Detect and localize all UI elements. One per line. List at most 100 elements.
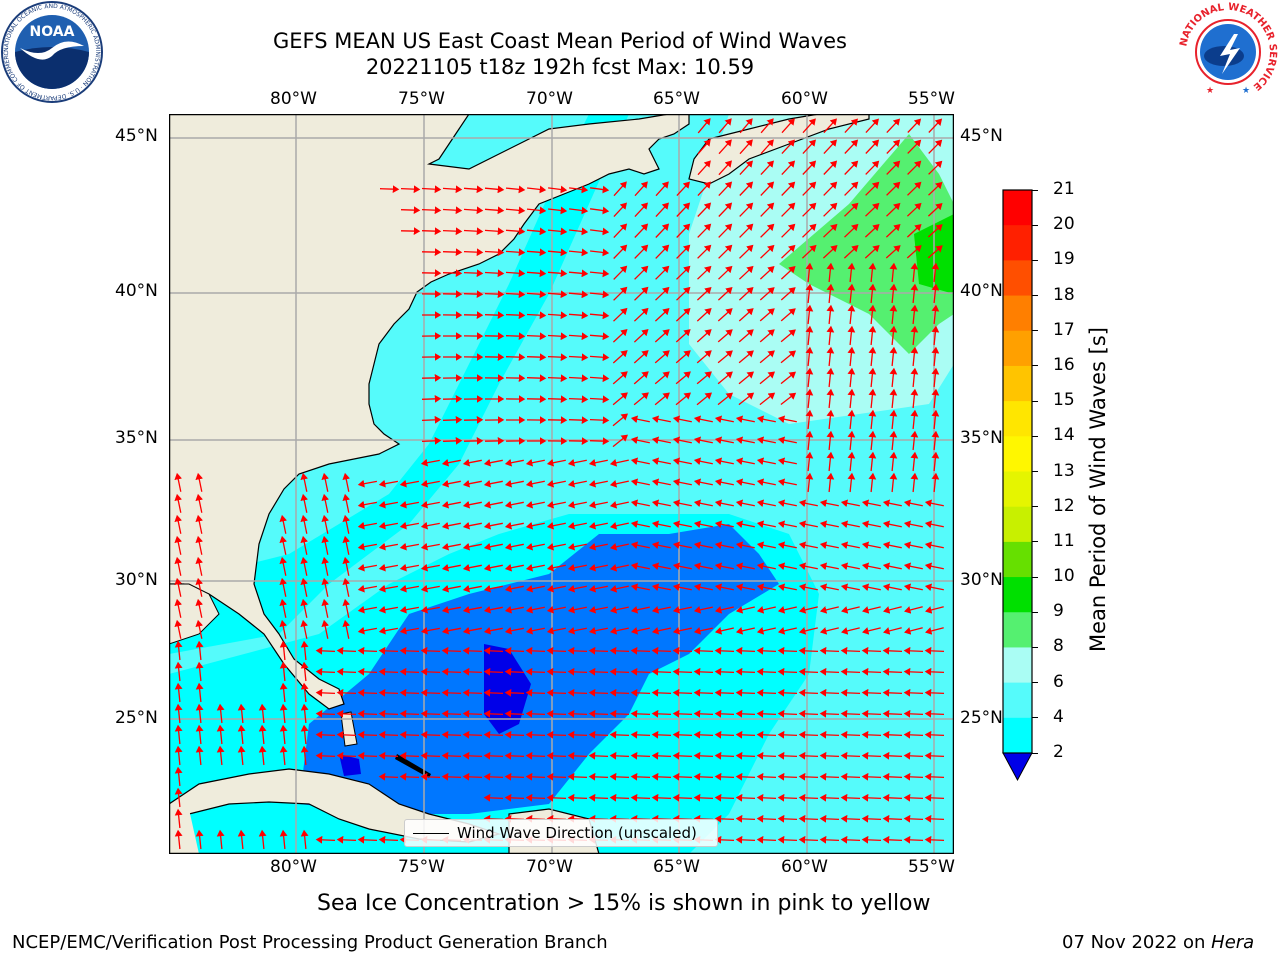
wave-direction-arrow (279, 724, 288, 745)
wave-direction-arrow (840, 730, 861, 739)
wave-direction-arrow (546, 626, 566, 635)
wave-direction-arrow (739, 223, 754, 238)
wave-direction-arrow (781, 139, 795, 155)
wave-direction-arrow (928, 181, 943, 196)
wave-direction-arrow (882, 562, 902, 571)
wave-direction-arrow (735, 415, 755, 424)
wave-direction-arrow (676, 223, 691, 238)
wave-direction-arrow (672, 605, 692, 614)
wave-direction-arrow (862, 627, 881, 635)
wave-direction-arrow (300, 493, 309, 513)
wave-direction-arrow (882, 751, 903, 760)
wave-direction-arrow (609, 709, 630, 718)
wave-direction-arrow (567, 646, 588, 655)
wave-direction-arrow (567, 584, 587, 593)
wave-direction-arrow (802, 160, 817, 175)
branch-credit: NCEP/EMC/Verification Post Processing Pr… (12, 932, 608, 953)
wave-direction-arrow (847, 430, 856, 451)
wave-direction-arrow (357, 730, 378, 739)
wave-direction-arrow (463, 227, 484, 236)
wave-direction-arrow (924, 772, 945, 781)
colorbar-tick-mark (1032, 365, 1038, 367)
wave-direction-arrow (882, 772, 903, 781)
wave-direction-arrow (819, 667, 840, 676)
wave-direction-arrow (547, 353, 568, 362)
wave-direction-arrow (756, 541, 776, 550)
wave-direction-arrow (714, 562, 734, 571)
wave-direction-arrow (630, 583, 650, 592)
wave-direction-arrow (547, 395, 568, 404)
wave-direction-arrow (841, 627, 860, 635)
wave-direction-arrow (861, 835, 882, 844)
wave-direction-arrow (864, 245, 880, 259)
colorbar-segment (1003, 260, 1032, 297)
wave-direction-arrow (672, 646, 693, 655)
wave-direction-arrow (826, 304, 835, 325)
wave-direction-arrow (697, 160, 711, 176)
wave-direction-arrow (696, 287, 712, 301)
wave-direction-arrow (840, 688, 861, 697)
colorbar-tick-label: 4 (1053, 706, 1064, 727)
wave-direction-arrow (612, 434, 629, 448)
wave-direction-arrow (840, 772, 861, 781)
wave-direction-arrow (634, 202, 648, 218)
colorbar-tick-label: 14 (1053, 425, 1075, 446)
wave-direction-arrow (174, 556, 183, 576)
wave-direction-arrow (910, 451, 919, 472)
wave-direction-arrow (195, 829, 204, 850)
wave-direction-arrow (865, 181, 880, 196)
wave-direction-arrow (889, 304, 898, 325)
wave-direction-arrow (777, 835, 798, 844)
wave-direction-arrow (672, 667, 693, 676)
wave-direction-arrow (588, 521, 608, 530)
wave-direction-arrow (676, 286, 691, 301)
wave-direction-arrow (802, 223, 817, 238)
wave-direction-arrow (589, 290, 610, 299)
wave-direction-arrow (588, 772, 609, 781)
wave-direction-arrow (483, 626, 503, 635)
wave-direction-arrow (697, 223, 712, 238)
wave-direction-arrow (609, 751, 630, 760)
wave-direction-arrow (847, 451, 856, 472)
wave-direction-arrow (868, 430, 877, 451)
wave-direction-arrow (805, 262, 814, 283)
wave-direction-arrow (693, 436, 713, 445)
wave-direction-arrow (630, 520, 650, 529)
wave-direction-arrow (907, 181, 922, 196)
wave-direction-arrow (735, 709, 756, 718)
wave-direction-arrow (798, 627, 818, 635)
wave-direction-arrow (819, 709, 840, 718)
colorbar-tick-mark (1032, 541, 1038, 543)
wave-direction-arrow (931, 304, 940, 325)
wave-direction-arrow (357, 500, 378, 509)
wave-direction-arrow (780, 350, 797, 364)
wave-direction-arrow (442, 227, 463, 236)
wave-direction-arrow (279, 703, 288, 724)
wave-direction-arrow (777, 688, 798, 697)
wave-direction-arrow (672, 793, 693, 802)
wave-direction-arrow (777, 814, 798, 823)
wave-direction-arrow (613, 181, 627, 197)
colorbar-segment (1003, 541, 1032, 578)
wave-direction-arrow (693, 583, 713, 592)
wave-direction-arrow (889, 472, 898, 493)
wave-direction-arrow (759, 308, 775, 322)
wave-direction-arrow (463, 185, 484, 194)
wave-direction-arrow (463, 269, 484, 278)
wave-direction-arrow (483, 646, 504, 655)
wave-direction-arrow (441, 500, 461, 509)
wave-direction-arrow (526, 227, 547, 236)
wave-direction-arrow (655, 223, 670, 238)
wave-direction-arrow (651, 667, 672, 676)
colorbar-segment (1003, 682, 1032, 719)
wave-direction-arrow (357, 521, 378, 530)
wave-direction-arrow (676, 265, 691, 280)
wave-direction-arrow (590, 185, 610, 194)
wave-direction-arrow (654, 329, 670, 343)
wave-direction-arrow (258, 745, 267, 766)
wave-direction-arrow (759, 371, 776, 385)
lon-label-bottom: 65°W (653, 857, 700, 877)
wave-direction-arrow (889, 283, 898, 304)
wave-direction-arrow (630, 541, 650, 550)
wave-direction-arrow (735, 730, 756, 739)
